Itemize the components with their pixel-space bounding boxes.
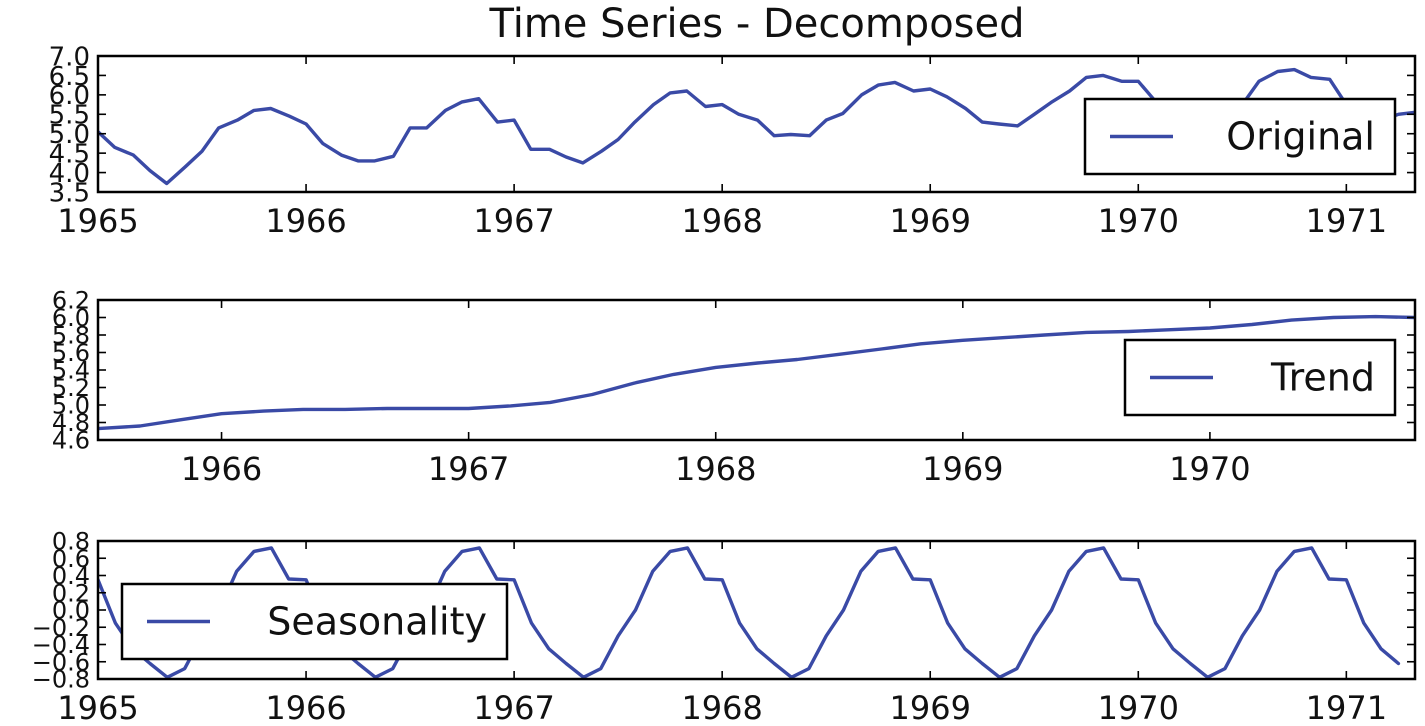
x-tick-label: 1969 [890, 202, 971, 240]
y-tick-label: −0.4 [32, 631, 90, 659]
y-tick-label: 5.0 [52, 392, 90, 420]
x-tick-label: 1968 [681, 689, 762, 726]
legend-box [1123, 338, 1397, 417]
y-tick-label: 6.0 [52, 304, 90, 332]
y-tick-label: −0.8 [32, 666, 90, 694]
y-tick-label: 4.8 [52, 409, 90, 437]
y-tick-label: 5.4 [52, 357, 90, 385]
y-tick-label: 5.8 [52, 322, 90, 350]
y-tick-label: 3.5 [49, 178, 90, 208]
x-tick-label: 1970 [1098, 689, 1179, 726]
legend-label: Trend [1270, 356, 1375, 400]
y-tick-label: 5.5 [49, 101, 90, 131]
y-tick-label: 0.4 [52, 562, 90, 590]
original-legend: Original [1083, 97, 1397, 176]
y-tick-label: 4.6 [52, 427, 90, 455]
x-tick-label: 1969 [890, 689, 971, 726]
y-tick-label: 6.0 [49, 81, 90, 111]
y-tick-label: −0.2 [32, 614, 90, 642]
x-tick-label: 1968 [681, 202, 762, 240]
y-tick-label: 5.6 [52, 339, 90, 367]
y-tick-label: 0.6 [52, 545, 90, 573]
legend-label: Original [1226, 115, 1375, 159]
x-tick-label: 1971 [1306, 202, 1387, 240]
y-tick-label: 6.2 [52, 287, 90, 315]
seasonality-panel: 1965 1966 1967 1968 1969 1970 1971 −0.8−0.6−0.4… [32, 528, 1417, 726]
x-tick-label: 1967 [473, 202, 554, 240]
trend-legend: Trend [1123, 338, 1397, 417]
y-tick-label: 6.5 [49, 62, 90, 92]
y-tick-label: 0.0 [52, 597, 90, 625]
y-tick-label: 0.8 [52, 528, 90, 556]
legend-label: Seasonality [267, 600, 487, 644]
x-tick-label: 1967 [473, 689, 554, 726]
seasonality-legend: Seasonality [120, 582, 509, 661]
x-tick-label: 1966 [265, 689, 346, 726]
trend-panel: 1966 1967 1968 1969 1970 4.64.85.05.25.45.65.… [52, 287, 1417, 488]
y-tick-label: 5.0 [49, 120, 90, 150]
trend-series-line [98, 314, 1415, 431]
x-tick-label: 1970 [1098, 202, 1179, 240]
x-tick-label: 1968 [675, 450, 756, 488]
y-tick-label: 4.0 [49, 159, 90, 189]
x-tick-label: 1969 [922, 450, 1003, 488]
x-tick-label: 1971 [1306, 689, 1387, 726]
y-tick-label: 7.0 [49, 42, 90, 72]
x-tick-label: 1966 [181, 450, 262, 488]
x-tick-label: 1966 [265, 202, 346, 240]
y-tick-label: 4.5 [49, 140, 90, 170]
x-tick-label: 1970 [1169, 450, 1250, 488]
y-tick-label: 0.2 [52, 579, 90, 607]
original-axes-frame [96, 54, 1417, 194]
x-tick-label: 1967 [428, 450, 509, 488]
x-tick-label: 1965 [57, 689, 138, 726]
y-tick-label: −0.6 [32, 648, 90, 676]
chart-title: Time Series - Decomposed [488, 1, 1024, 47]
original-panel: 1965 1966 1967 1968 1969 1970 1971 3.54.04.55.0… [49, 42, 1417, 240]
x-tick-label: 1965 [57, 202, 138, 240]
y-tick-label: 5.2 [52, 374, 90, 402]
